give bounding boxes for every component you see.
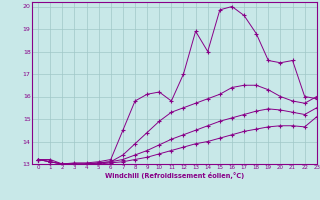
X-axis label: Windchill (Refroidissement éolien,°C): Windchill (Refroidissement éolien,°C) (105, 172, 244, 179)
